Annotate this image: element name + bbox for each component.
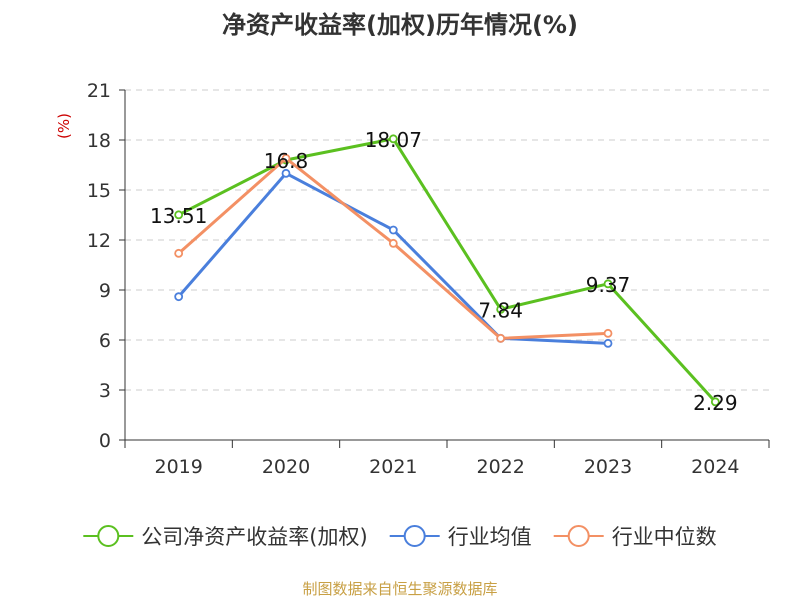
data-label: 7.84 <box>478 298 523 322</box>
chart-title: 净资产收益率(加权)历年情况(%) <box>222 11 578 39</box>
data-point <box>174 248 184 258</box>
data-point <box>710 397 720 407</box>
y-tick-label: 21 <box>87 80 111 102</box>
y-tick-label: 12 <box>87 230 111 252</box>
data-point <box>603 338 613 348</box>
data-point <box>281 168 291 178</box>
source-note: 制图数据来自恒生聚源数据库 <box>302 580 498 598</box>
data-label: 9.37 <box>586 273 631 297</box>
legend-item-1[interactable]: 行业均值 <box>389 525 532 549</box>
data-point <box>388 225 398 235</box>
legend-marker <box>97 525 120 547</box>
legend-label: 行业中位数 <box>612 525 717 549</box>
series-line-1 <box>177 171 609 345</box>
x-tick-label: 2021 <box>369 456 417 478</box>
y-tick-label: 0 <box>99 430 111 452</box>
data-point <box>281 153 291 163</box>
x-tick-label: 2020 <box>262 456 310 478</box>
data-point <box>388 134 398 144</box>
legend-item-0[interactable]: 公司净资产收益率(加权) <box>83 525 368 549</box>
data-labels: 13.51 16.8 18.07 7.84 9.37 2.29 <box>150 128 738 415</box>
legend-label: 公司净资产收益率(加权) <box>141 525 367 549</box>
data-point <box>496 333 506 343</box>
legend-label: 行业均值 <box>448 525 532 549</box>
y-tick-label: 9 <box>99 280 111 302</box>
axes: 0 3 6 9 12 15 18 21 2019 2020 2021 2022 2023 2024 (%) <box>55 80 770 478</box>
y-tick-label: 6 <box>99 330 111 352</box>
data-label: 16.8 <box>264 149 309 173</box>
x-tick-label: 2024 <box>691 456 739 478</box>
data-point <box>603 279 613 289</box>
y-tick-label: 3 <box>99 380 111 402</box>
data-point <box>174 292 184 302</box>
y-axis-label: (%) <box>55 113 73 139</box>
data-point <box>496 304 506 314</box>
x-tick-label: 2022 <box>476 456 524 478</box>
data-label: 2.29 <box>693 391 738 415</box>
data-label: 18.07 <box>365 128 422 152</box>
x-tick-label: 2019 <box>154 456 202 478</box>
legend-marker <box>567 525 590 547</box>
legend-marker <box>403 525 426 547</box>
data-point <box>388 238 398 248</box>
legend[interactable]: 公司净资产收益率(加权) 行业均值 行业中位数 <box>83 525 717 549</box>
x-tick-label: 2023 <box>584 456 632 478</box>
series-line-2 <box>177 156 609 340</box>
data-point <box>174 210 184 220</box>
legend-item-2[interactable]: 行业中位数 <box>553 525 717 549</box>
data-label: 13.51 <box>150 204 207 228</box>
data-point <box>603 328 613 338</box>
series-line-0 <box>177 137 717 403</box>
y-tick-label: 15 <box>87 180 111 202</box>
grid-lines <box>125 89 769 391</box>
y-tick-label: 18 <box>87 130 111 152</box>
series-lines <box>174 134 720 407</box>
